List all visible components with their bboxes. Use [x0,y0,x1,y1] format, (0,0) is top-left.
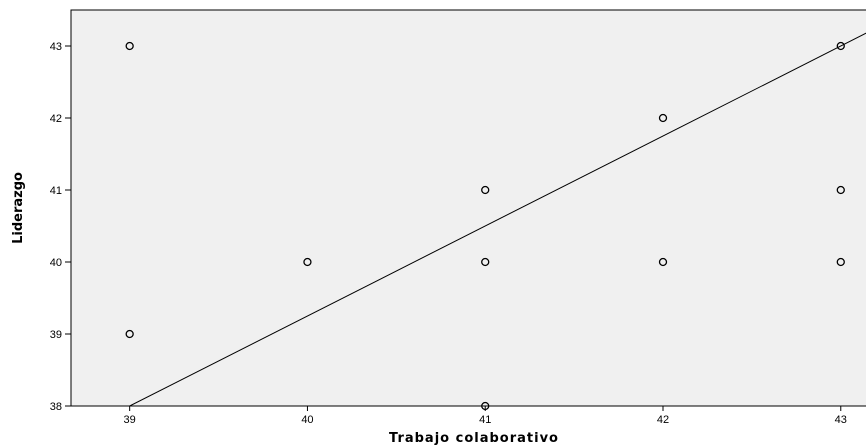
y-tick-label: 41 [50,185,62,197]
y-tick-label: 40 [50,257,62,269]
data-point [481,257,490,267]
data-point [125,329,134,339]
y-tick-label: 39 [50,329,62,341]
data-point [125,41,134,51]
y-tick-label: 42 [50,113,62,125]
x-tick-label: 41 [479,414,491,426]
plot-area [70,9,866,407]
data-point [658,113,668,123]
y-tick-label: 43 [50,41,62,53]
x-tick-label: 40 [301,414,313,426]
data-point [481,185,490,195]
y-axis-title: Liderazgo [11,172,26,244]
x-tick-label: 39 [124,414,136,426]
data-point [836,41,845,51]
data-point [658,257,668,267]
data-point [836,257,845,267]
x-axis-title: Trabajo colaborativo [389,431,559,446]
x-tick-label: 42 [657,414,669,426]
data-point [836,185,845,195]
fit-line [129,32,866,406]
x-tick-label: 43 [835,414,847,426]
data-point [303,257,312,267]
y-tick-label: 38 [50,401,62,413]
